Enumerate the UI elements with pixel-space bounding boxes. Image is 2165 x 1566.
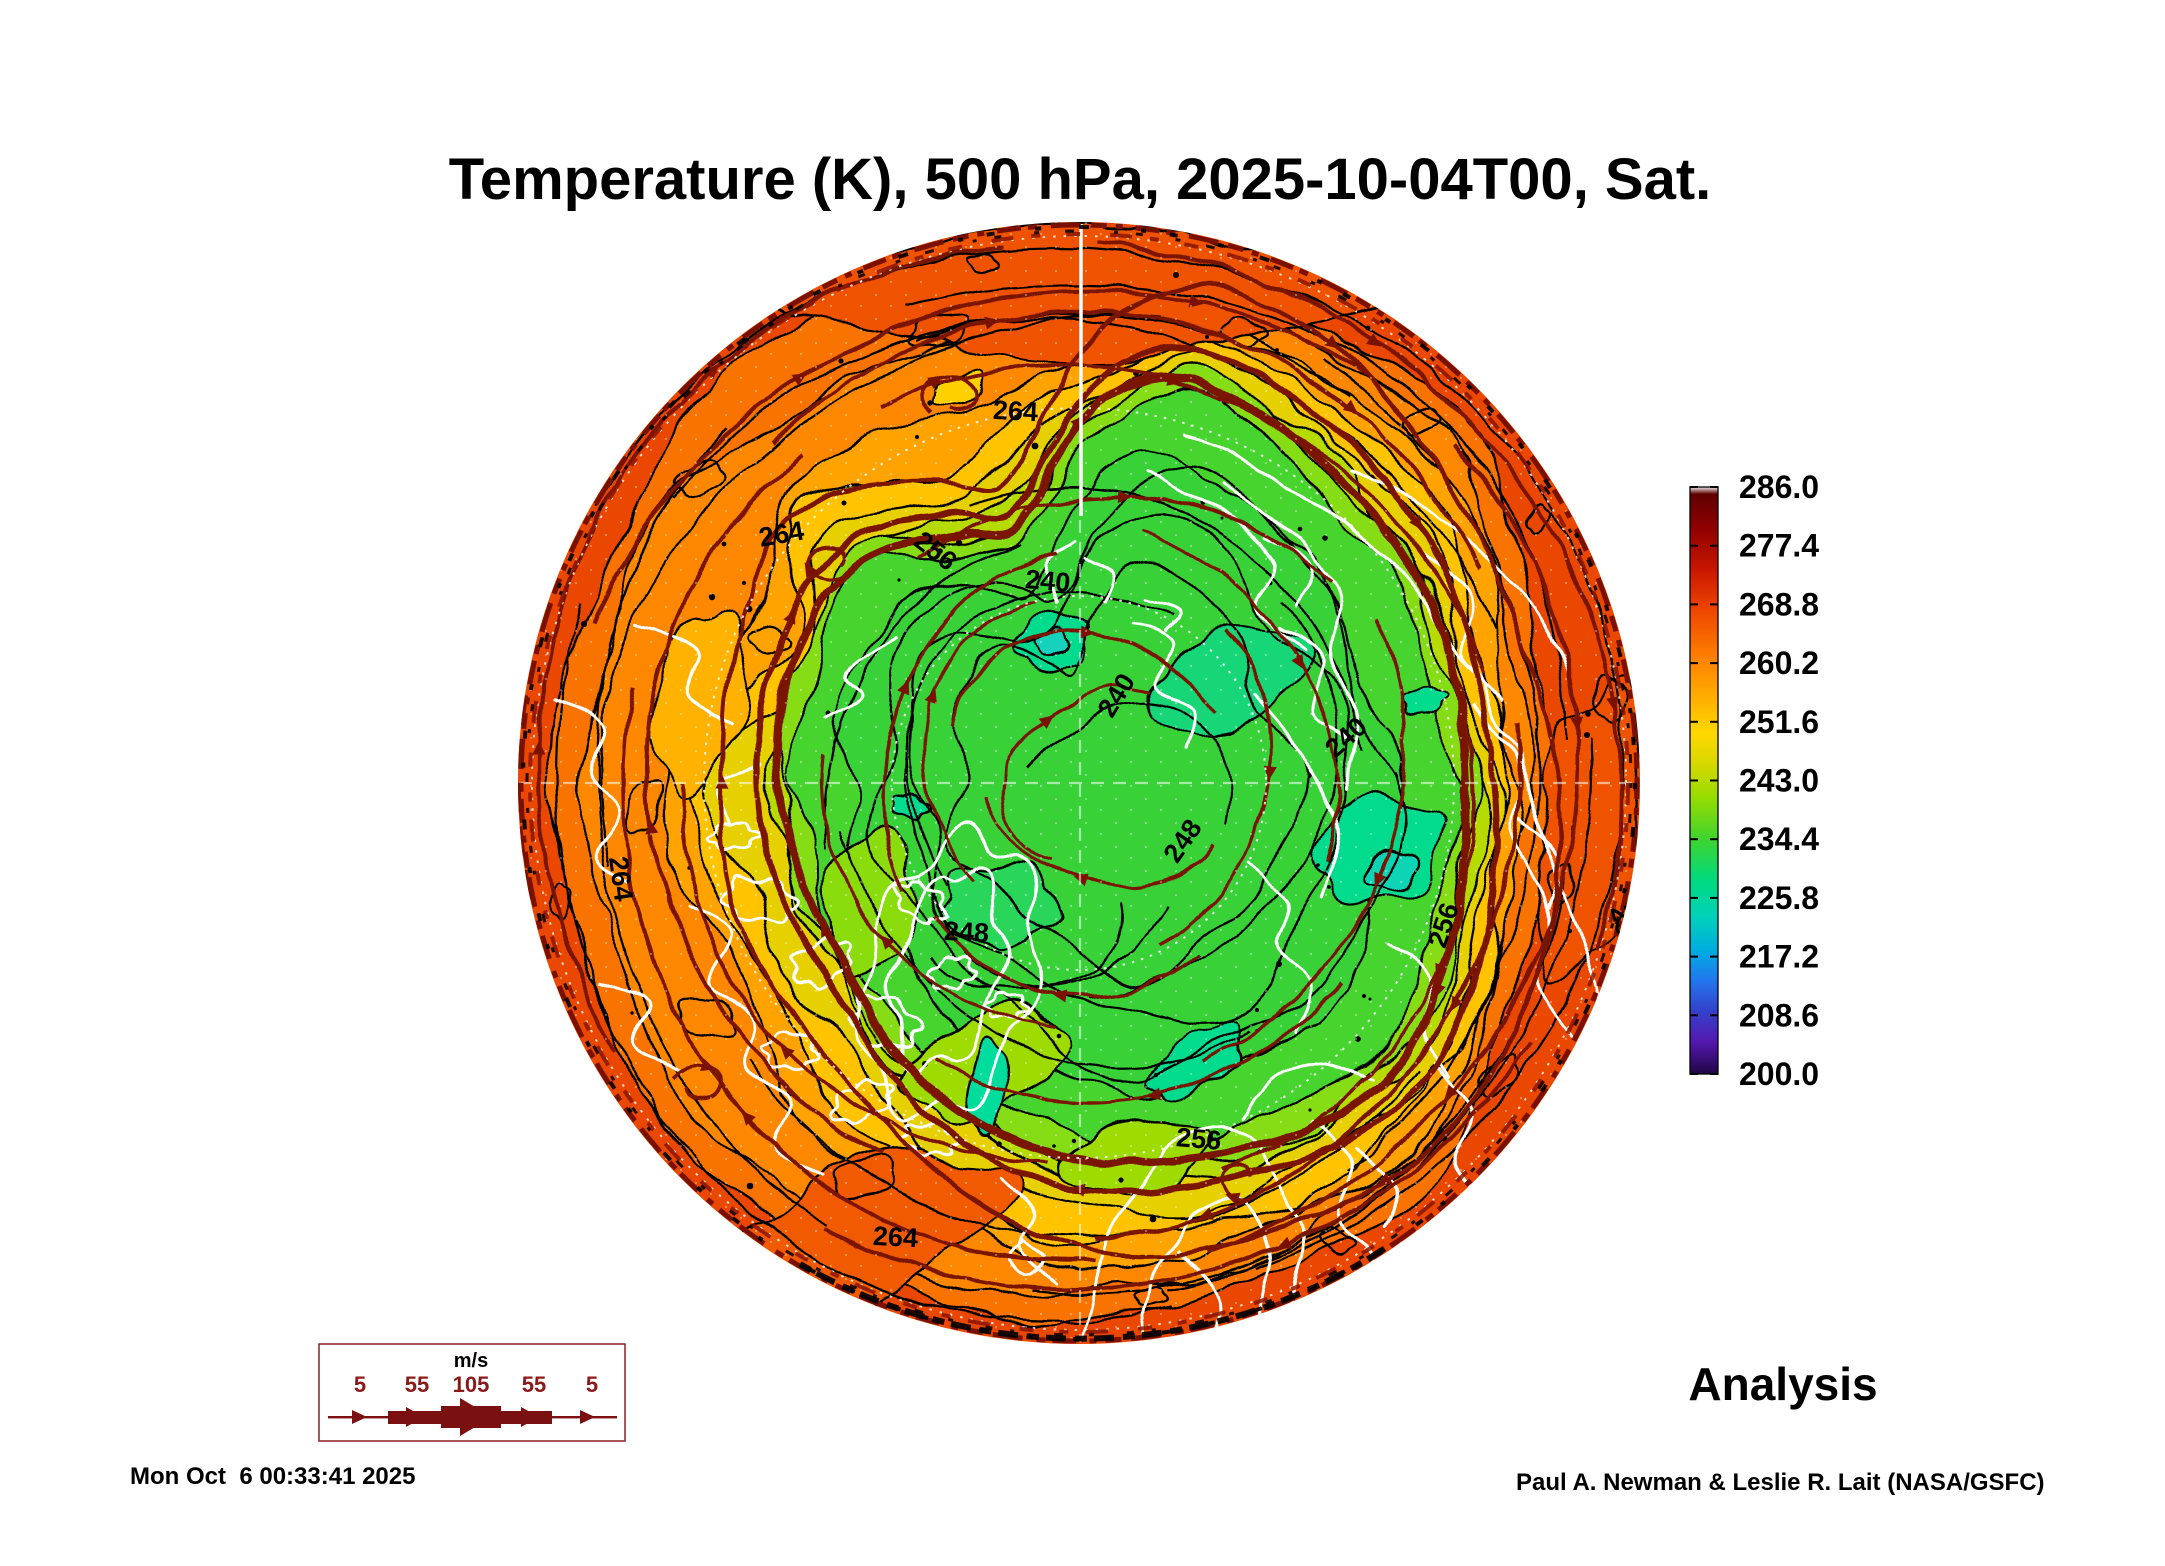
svg-text:264: 264: [992, 395, 1039, 427]
svg-text:260.2: 260.2: [1739, 645, 1819, 681]
svg-text:277.4: 277.4: [1739, 528, 1819, 564]
svg-text:5: 5: [354, 1372, 366, 1397]
svg-text:256: 256: [1175, 1122, 1223, 1156]
svg-text:268.8: 268.8: [1739, 586, 1819, 622]
svg-text:251.6: 251.6: [1739, 704, 1819, 740]
svg-text:286.0: 286.0: [1739, 469, 1819, 505]
svg-text:m/s: m/s: [454, 1350, 488, 1372]
svg-text:264: 264: [872, 1221, 919, 1253]
svg-text:208.6: 208.6: [1739, 997, 1819, 1033]
svg-text:225.8: 225.8: [1739, 880, 1819, 916]
svg-text:217.2: 217.2: [1739, 939, 1819, 975]
svg-text:105: 105: [453, 1372, 490, 1397]
svg-text:Temperature (K), 500 hPa, 2025: Temperature (K), 500 hPa, 2025-10-04T00,…: [449, 147, 1712, 212]
svg-text:243.0: 243.0: [1739, 763, 1819, 799]
svg-text:264: 264: [603, 854, 639, 903]
svg-text:55: 55: [522, 1372, 546, 1397]
svg-text:200.0: 200.0: [1739, 1056, 1819, 1092]
svg-text:234.4: 234.4: [1739, 821, 1819, 857]
svg-text:240: 240: [1024, 564, 1072, 598]
svg-text:Analysis: Analysis: [1688, 1358, 1877, 1410]
svg-text:248: 248: [943, 916, 990, 948]
svg-text:5: 5: [586, 1372, 598, 1397]
svg-text:Paul A. Newman & Leslie R. Lai: Paul A. Newman & Leslie R. Lait (NASA/GS…: [1516, 1469, 2045, 1496]
svg-text:55: 55: [405, 1372, 429, 1397]
svg-text:Mon Oct 6 00:33:41 2025: Mon Oct 6 00:33:41 2025: [130, 1463, 415, 1490]
